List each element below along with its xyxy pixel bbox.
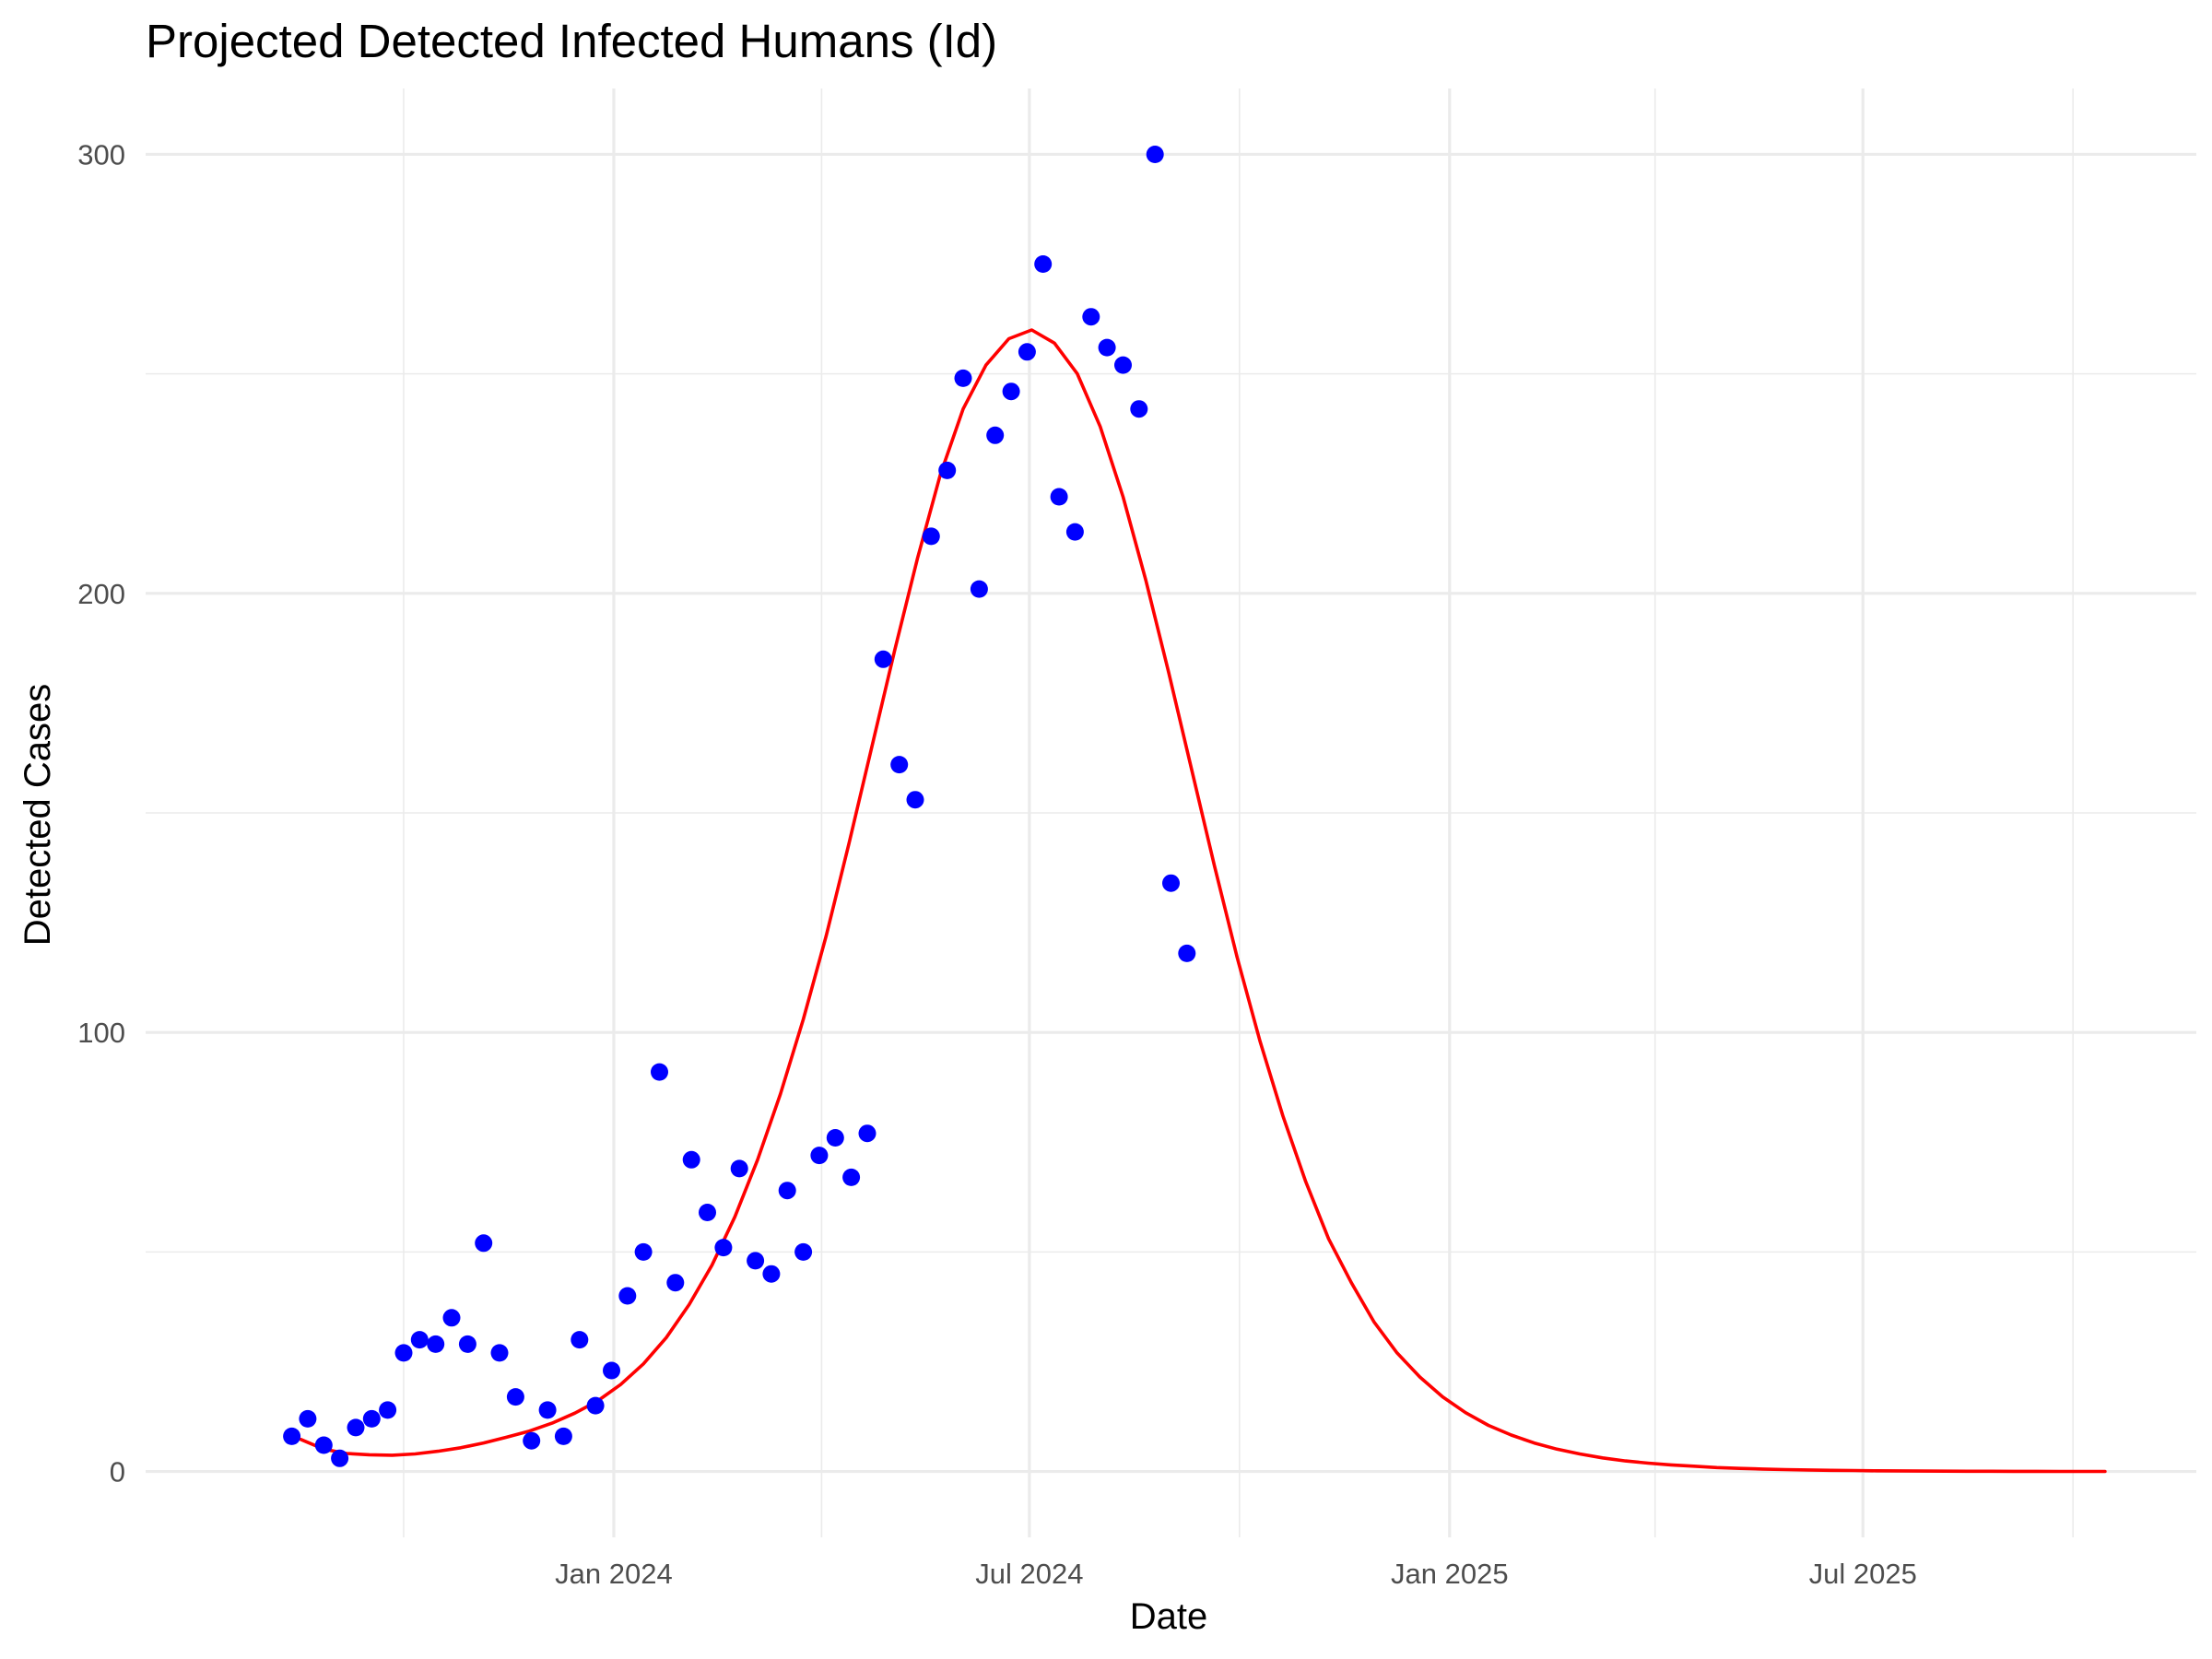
data-point (362, 1409, 381, 1428)
data-point (314, 1436, 333, 1454)
data-point (922, 527, 940, 546)
data-point (794, 1242, 813, 1261)
data-point (1178, 944, 1196, 962)
data-point (1002, 382, 1020, 401)
data-point (379, 1401, 397, 1419)
data-point (1098, 338, 1116, 357)
data-point (954, 369, 972, 387)
data-point (634, 1242, 653, 1261)
data-point (506, 1388, 524, 1406)
data-point (394, 1344, 413, 1362)
data-point (410, 1331, 429, 1349)
data-point (778, 1182, 796, 1200)
data-point (826, 1129, 844, 1147)
data-point (651, 1063, 668, 1081)
data-point (747, 1252, 765, 1270)
y-tick-label: 0 (110, 1456, 125, 1488)
data-point (1050, 488, 1068, 506)
y-tick-label: 300 (77, 138, 125, 171)
data-point (538, 1401, 557, 1419)
data-point (347, 1418, 365, 1437)
data-point (618, 1287, 637, 1305)
data-point (730, 1159, 748, 1178)
data-point (986, 426, 1005, 444)
data-point (490, 1344, 509, 1362)
data-point (1146, 146, 1164, 163)
x-tick-label: Jul 2024 (975, 1558, 1083, 1590)
data-point (810, 1147, 829, 1165)
data-point (858, 1124, 877, 1143)
minor-gridlines (146, 88, 2196, 1537)
data-point (699, 1204, 716, 1221)
x-tick-label: Jan 2024 (555, 1558, 673, 1590)
chart-title: Projected Detected Infected Humans (Id) (146, 15, 997, 67)
y-tick-label: 200 (77, 578, 125, 610)
data-point (970, 580, 988, 598)
data-point (571, 1331, 589, 1349)
data-point (1082, 308, 1100, 326)
observed-points-layer (283, 146, 1196, 1467)
y-tick-label: 100 (77, 1017, 125, 1049)
data-point (906, 791, 924, 809)
data-point (331, 1449, 349, 1467)
data-point (1034, 255, 1053, 273)
y-axis-title: Detected Cases (18, 684, 58, 947)
data-point (762, 1265, 781, 1283)
data-point (299, 1409, 317, 1428)
data-point (1065, 523, 1084, 541)
data-point (682, 1150, 700, 1169)
data-point (890, 756, 909, 774)
data-point (1130, 400, 1148, 418)
fit-curve (299, 328, 2107, 1474)
data-point (874, 650, 892, 668)
data-point (714, 1239, 733, 1257)
data-point (666, 1274, 685, 1292)
data-point (475, 1234, 493, 1253)
y-axis-tick-labels: 0 100 200 300 (77, 138, 125, 1488)
data-point (554, 1427, 572, 1445)
data-point (458, 1335, 477, 1353)
data-point (1162, 874, 1180, 892)
data-point (586, 1396, 605, 1415)
data-point (842, 1168, 861, 1186)
data-point (1114, 356, 1132, 374)
x-tick-label: Jan 2025 (1391, 1558, 1509, 1590)
data-point (283, 1427, 301, 1445)
data-point (1018, 343, 1036, 361)
data-point (603, 1361, 620, 1380)
x-axis-title: Date (1130, 1596, 1208, 1637)
data-point (523, 1431, 541, 1450)
data-point (442, 1309, 461, 1327)
x-tick-label: Jul 2025 (1809, 1558, 1917, 1590)
x-axis-tick-labels: Jan 2024 Jul 2024 Jan 2025 Jul 2025 (555, 1558, 1917, 1590)
data-point (938, 461, 957, 479)
fit-curve-layer (299, 328, 2107, 1474)
data-point (427, 1335, 445, 1353)
